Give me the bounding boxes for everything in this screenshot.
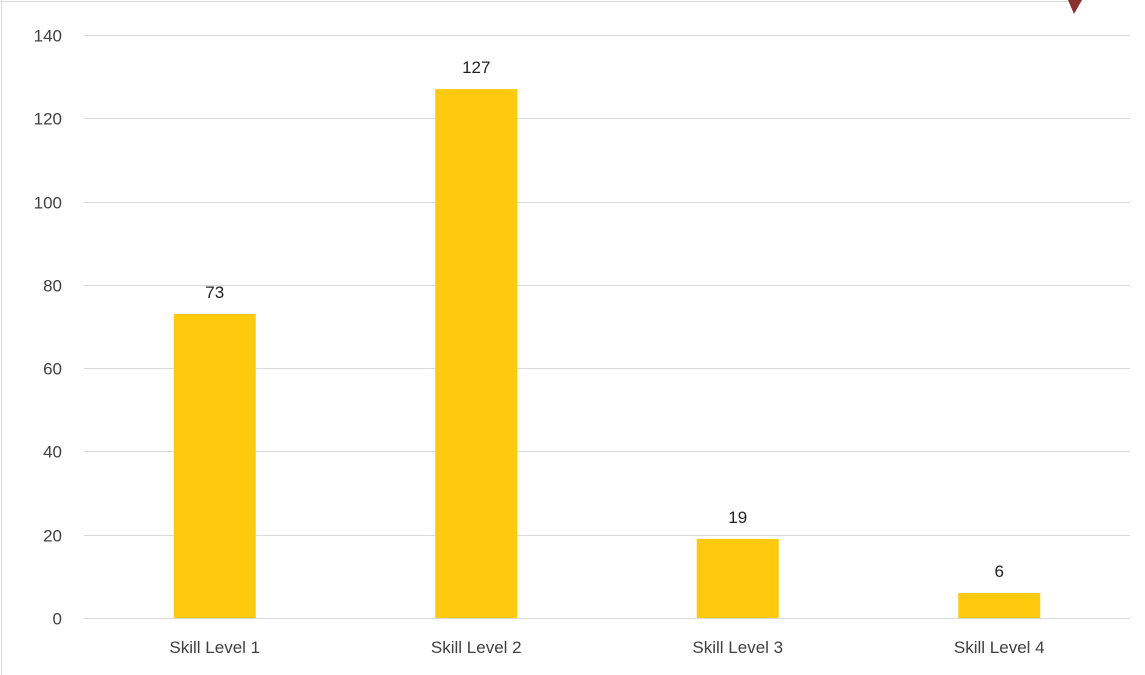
corner-accent-mark — [1068, 0, 1082, 14]
bar-4 — [958, 593, 1041, 618]
y-tick-label: 140 — [34, 27, 62, 46]
data-label-3: 19 — [728, 508, 747, 527]
data-label-4: 6 — [995, 562, 1004, 581]
bar-1 — [173, 314, 256, 618]
y-tick-label: 0 — [53, 610, 62, 629]
y-tick-label: 40 — [43, 443, 62, 462]
bar-3 — [696, 538, 779, 618]
category-label-2: Skill Level 2 — [431, 638, 522, 657]
y-axis-ticks: 0 20 40 60 80 100 120 140 — [34, 27, 62, 629]
x-axis-categories: Skill Level 1 Skill Level 2 Skill Level 3 S… — [169, 638, 1044, 657]
category-label-4: Skill Level 4 — [954, 638, 1045, 657]
category-label-3: Skill Level 3 — [692, 638, 783, 657]
data-labels: 73 127 19 6 — [205, 58, 1004, 581]
data-label-2: 127 — [462, 58, 490, 77]
y-tick-label: 60 — [43, 360, 62, 379]
y-tick-label: 20 — [43, 527, 62, 546]
gridlines — [84, 35, 1130, 619]
data-label-1: 73 — [205, 283, 224, 302]
y-tick-label: 100 — [34, 194, 62, 213]
y-tick-label: 120 — [34, 110, 62, 129]
bars — [173, 89, 1041, 618]
category-label-1: Skill Level 1 — [169, 638, 260, 657]
bar-2 — [435, 89, 518, 618]
y-tick-label: 80 — [43, 277, 62, 296]
